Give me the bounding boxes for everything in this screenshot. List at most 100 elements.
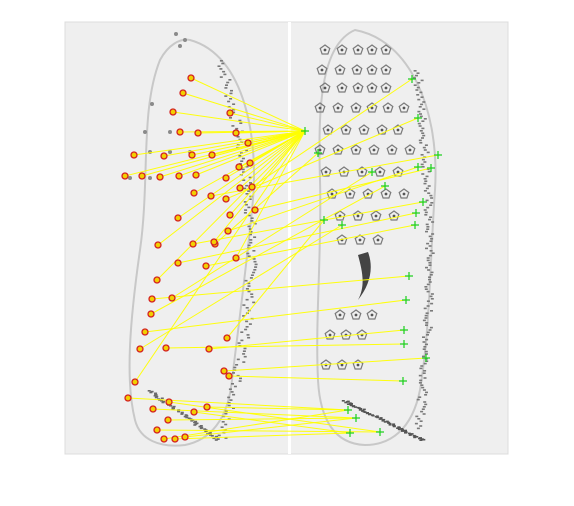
match-line xyxy=(151,275,410,300)
match-line xyxy=(226,219,325,339)
tread-dash xyxy=(422,134,426,137)
tread-dash xyxy=(150,390,154,393)
tread-dash xyxy=(172,405,176,408)
tread-dash xyxy=(417,82,421,84)
right-sole-print xyxy=(289,21,509,455)
left-keypoint-marker xyxy=(222,174,230,182)
left-keypoint-marker xyxy=(220,367,228,375)
tread-dash xyxy=(426,257,430,259)
left-keypoint-marker xyxy=(141,328,149,336)
tread-dash xyxy=(247,290,251,293)
tread-lug xyxy=(332,102,344,113)
tread-dot xyxy=(168,130,172,134)
tread-lug-center xyxy=(360,170,364,174)
left-keypoint-marker xyxy=(251,206,259,214)
tread-dash xyxy=(418,125,422,127)
tread-dash xyxy=(229,117,232,119)
tread-dash xyxy=(371,414,375,417)
tread-dash xyxy=(224,87,228,89)
tread-lug xyxy=(372,234,384,245)
tread-dash xyxy=(240,152,243,154)
tread-dash xyxy=(404,429,407,432)
tread-dash xyxy=(225,84,228,86)
tread-dash xyxy=(220,426,224,428)
tread-dash xyxy=(426,228,430,230)
left-keypoint-marker xyxy=(194,129,202,137)
right-print-paper xyxy=(290,22,508,454)
match-line xyxy=(134,130,306,383)
tread-dash xyxy=(397,426,401,429)
tread-lug-center xyxy=(344,128,348,132)
left-print-paper xyxy=(65,22,289,454)
tread-dash xyxy=(247,225,251,228)
tread-lug xyxy=(334,309,346,320)
tread-dash xyxy=(344,401,348,404)
tread-dash xyxy=(426,300,430,302)
tread-dash xyxy=(227,402,231,404)
tread-dash xyxy=(424,314,428,317)
tread-dash xyxy=(430,302,434,305)
left-sole-print xyxy=(64,21,290,455)
right-keypoint-marker xyxy=(434,151,442,159)
tread-dash xyxy=(424,403,428,406)
tread-dot xyxy=(174,32,178,36)
tread-dash xyxy=(215,435,219,438)
left-keypoint-marker xyxy=(160,152,168,160)
tread-dash xyxy=(426,242,430,245)
tread-dash xyxy=(429,250,433,252)
tread-dash xyxy=(226,81,230,84)
tread-dash xyxy=(423,370,427,372)
tread-dash xyxy=(254,266,258,268)
tread-lug xyxy=(368,144,380,155)
tread-lug-center xyxy=(354,106,358,110)
tread-lug xyxy=(366,44,378,55)
tread-dash xyxy=(431,221,435,223)
tread-dash xyxy=(421,158,425,161)
left-keypoint-marker xyxy=(205,345,213,353)
tread-dash xyxy=(422,348,426,350)
tread-dash xyxy=(160,397,164,400)
tread-dash xyxy=(392,425,396,428)
tread-dash xyxy=(247,282,251,285)
tread-dash xyxy=(381,420,385,422)
tread-dash xyxy=(247,285,251,287)
tread-dash xyxy=(250,296,254,298)
tread-dash xyxy=(177,410,181,413)
tread-lug-center xyxy=(396,170,400,174)
tread-dash xyxy=(242,315,246,317)
tread-dash xyxy=(243,355,247,358)
tread-dash xyxy=(416,398,420,401)
left-keypoint-marker xyxy=(210,238,218,246)
left-keypoint-marker xyxy=(235,163,243,171)
right-keypoint-marker xyxy=(400,340,408,348)
tread-dash xyxy=(229,399,233,401)
tread-dash xyxy=(249,241,253,244)
right-keypoint-marker xyxy=(320,216,328,224)
tread-dash xyxy=(420,384,424,386)
right-keypoint-marker xyxy=(400,326,408,334)
left-keypoints xyxy=(121,74,259,443)
left-keypoint-marker xyxy=(246,159,254,167)
tread-lug xyxy=(319,44,331,55)
tread-dash xyxy=(429,274,433,276)
match-line xyxy=(172,111,306,132)
tread-lug xyxy=(340,329,352,340)
right-keypoint-marker xyxy=(411,221,419,229)
tread-lug xyxy=(354,234,366,245)
tread-dash xyxy=(160,400,164,402)
tread-lug xyxy=(356,329,368,340)
tread-dash xyxy=(414,422,418,425)
tread-dash xyxy=(428,262,432,264)
tread-dash xyxy=(420,365,424,367)
match-line xyxy=(239,130,306,189)
tread-dash xyxy=(425,322,429,324)
tread-dash xyxy=(416,86,420,89)
tread-lug-center xyxy=(318,148,322,152)
tread-lug-center xyxy=(362,128,366,132)
tread-dash xyxy=(154,393,157,395)
tread-dash xyxy=(424,317,428,319)
tread-dash xyxy=(157,398,161,400)
left-keypoint-marker xyxy=(149,405,157,413)
right-keypoint-marker xyxy=(381,182,389,190)
tread-lug-center xyxy=(370,68,374,72)
